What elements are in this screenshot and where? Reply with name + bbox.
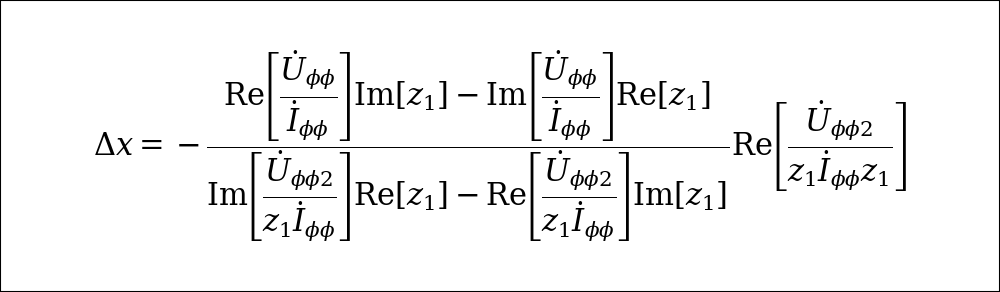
Text: $\Delta x = -\dfrac{\mathrm{Re}\!\left[\dfrac{\dot{U}_{\phi\phi}}{\dot{I}_{\phi\: $\Delta x = -\dfrac{\mathrm{Re}\!\left[\… xyxy=(93,48,907,244)
